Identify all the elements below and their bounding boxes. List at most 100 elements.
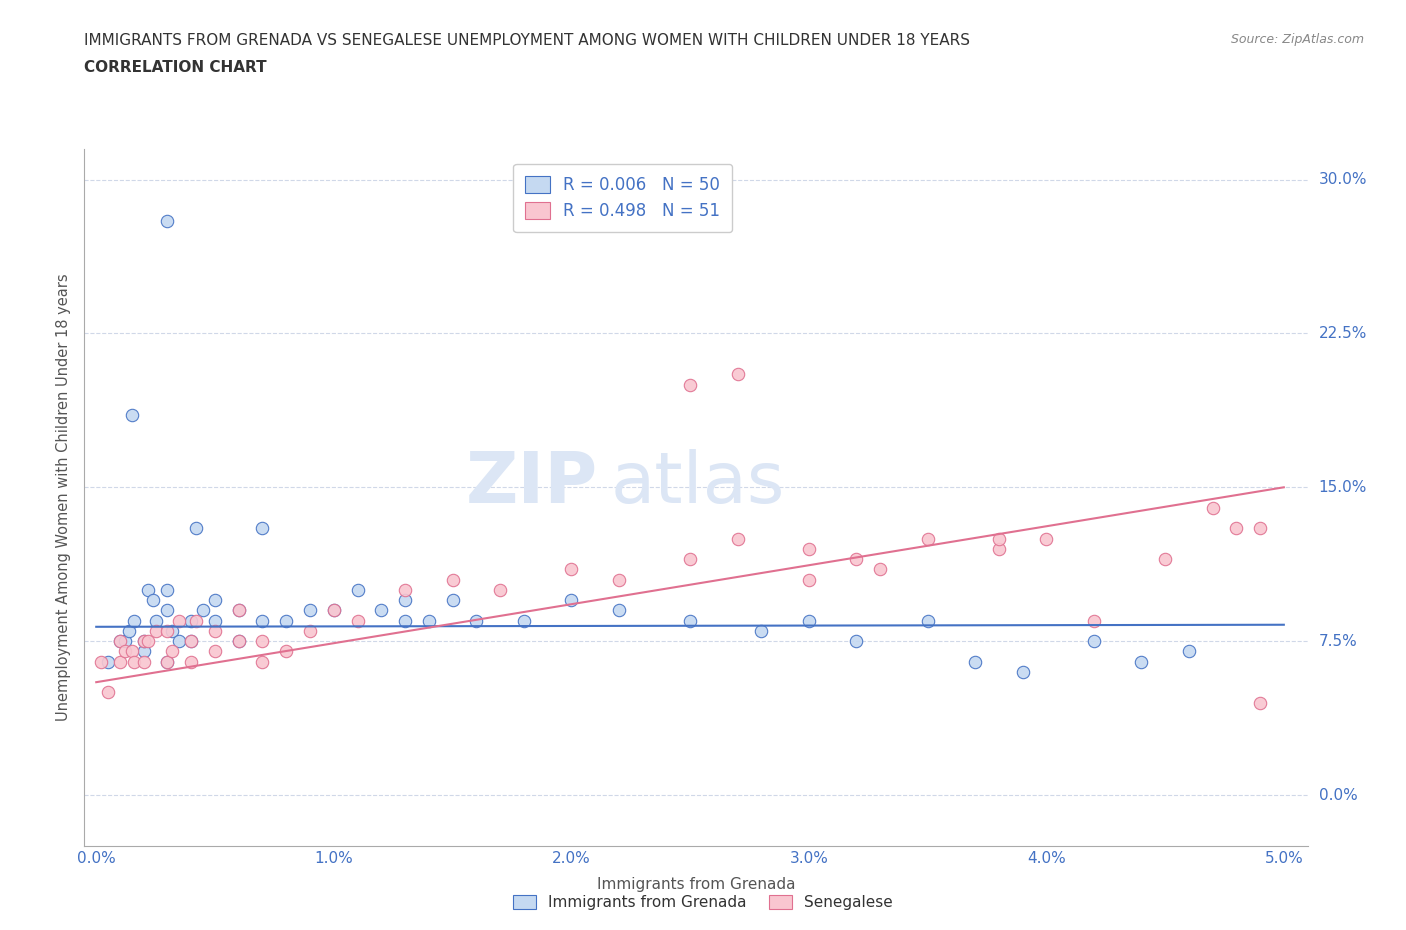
Text: Source: ZipAtlas.com: Source: ZipAtlas.com	[1230, 33, 1364, 46]
Point	[322, 603, 344, 618]
Point	[1035, 531, 1057, 546]
Point	[394, 592, 416, 607]
Point	[607, 603, 630, 618]
Point	[797, 613, 820, 628]
Point	[489, 582, 512, 597]
Point	[322, 603, 344, 618]
Point	[252, 521, 274, 536]
Point	[138, 582, 160, 597]
Point	[845, 551, 868, 566]
Point	[204, 623, 226, 638]
Point	[156, 582, 179, 597]
Point	[180, 613, 202, 628]
Point	[441, 592, 464, 607]
Point	[987, 541, 1010, 556]
Point	[679, 551, 702, 566]
Point	[869, 562, 891, 577]
Point	[963, 654, 986, 669]
Legend: R = 0.006   N = 50, R = 0.498   N = 51: R = 0.006 N = 50, R = 0.498 N = 51	[513, 164, 733, 232]
Point	[132, 633, 155, 648]
Point	[114, 644, 136, 658]
Point	[252, 613, 274, 628]
Point	[228, 603, 250, 618]
Point	[607, 572, 630, 587]
Point	[156, 654, 179, 669]
Text: 22.5%: 22.5%	[1319, 326, 1367, 341]
Point	[145, 613, 167, 628]
Point	[418, 613, 440, 628]
Point	[145, 623, 167, 638]
Point	[679, 613, 702, 628]
Point	[845, 633, 868, 648]
Point	[142, 592, 165, 607]
Point	[1249, 696, 1271, 711]
Point	[394, 613, 416, 628]
Text: 7.5%: 7.5%	[1319, 633, 1357, 648]
Point	[298, 623, 321, 638]
Point	[370, 603, 392, 618]
Point	[121, 644, 143, 658]
Point	[132, 644, 155, 658]
Point	[513, 613, 536, 628]
Point	[298, 603, 321, 618]
Point	[252, 633, 274, 648]
Point	[917, 531, 939, 546]
Point	[1249, 521, 1271, 536]
Point	[1201, 500, 1223, 515]
Point	[727, 367, 749, 382]
Point	[108, 633, 131, 648]
Point	[797, 572, 820, 587]
Point	[184, 613, 207, 628]
Point	[204, 592, 226, 607]
Point	[346, 582, 368, 597]
Point	[1083, 613, 1105, 628]
Point	[679, 378, 702, 392]
Point	[204, 644, 226, 658]
Point	[394, 582, 416, 597]
Point	[441, 572, 464, 587]
Point	[156, 603, 179, 618]
Point	[97, 685, 120, 700]
Point	[560, 592, 582, 607]
Point	[228, 603, 250, 618]
Point	[108, 633, 131, 648]
Point	[114, 633, 136, 648]
Point	[560, 562, 582, 577]
Point	[122, 613, 145, 628]
Point	[184, 521, 207, 536]
Point	[156, 623, 179, 638]
Text: ZIP: ZIP	[465, 449, 598, 518]
Text: 15.0%: 15.0%	[1319, 480, 1367, 495]
Point	[465, 613, 488, 628]
Text: IMMIGRANTS FROM GRENADA VS SENEGALESE UNEMPLOYMENT AMONG WOMEN WITH CHILDREN UND: IMMIGRANTS FROM GRENADA VS SENEGALESE UN…	[84, 33, 970, 47]
Point	[191, 603, 214, 618]
Point	[108, 654, 131, 669]
Point	[132, 633, 155, 648]
Point	[276, 644, 298, 658]
Point	[917, 613, 939, 628]
Point	[276, 613, 298, 628]
Point	[1225, 521, 1247, 536]
Point	[252, 654, 274, 669]
Point	[97, 654, 120, 669]
Point	[204, 613, 226, 628]
Point	[118, 623, 141, 638]
Point	[1178, 644, 1201, 658]
Point	[987, 531, 1010, 546]
Point	[749, 623, 772, 638]
Point	[121, 408, 143, 423]
Point	[1083, 633, 1105, 648]
Text: atlas: atlas	[610, 449, 785, 518]
Text: 0.0%: 0.0%	[1319, 788, 1357, 803]
Point	[169, 633, 191, 648]
Point	[180, 633, 202, 648]
Point	[1130, 654, 1153, 669]
Point	[132, 654, 155, 669]
Point	[1154, 551, 1177, 566]
Point	[727, 531, 749, 546]
Point	[169, 613, 191, 628]
Text: CORRELATION CHART: CORRELATION CHART	[84, 60, 267, 75]
Point	[797, 541, 820, 556]
Point	[180, 633, 202, 648]
Text: 30.0%: 30.0%	[1319, 172, 1367, 187]
